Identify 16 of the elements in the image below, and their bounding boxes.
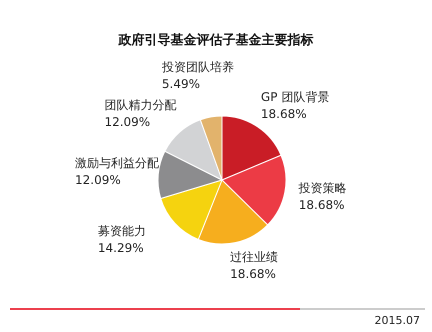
slice-label: 激励与利益分配 [75, 156, 159, 170]
slice-label: GP 团队背景 [260, 90, 330, 104]
data-label: 12.09% [104, 114, 150, 129]
data-label: 5.49% [162, 76, 200, 91]
data-label: 18.68% [230, 267, 276, 282]
slice-label: 过往业绩 [230, 250, 278, 264]
slice-label: 团队精力分配 [104, 98, 176, 112]
text: 2015.07 [374, 314, 420, 327]
chart-title: 政府引导基金评估子基金主要指标 [118, 32, 314, 48]
data-label: 12.09% [75, 173, 121, 188]
slice-label: 募资能力 [98, 224, 146, 238]
data-label: 14.29% [98, 240, 144, 255]
data-label: 18.68% [260, 107, 307, 122]
slice-label: 投资策略 [298, 180, 347, 195]
data-label: 18.68% [298, 198, 344, 212]
slice-label: 投资团队培养 [162, 60, 234, 74]
